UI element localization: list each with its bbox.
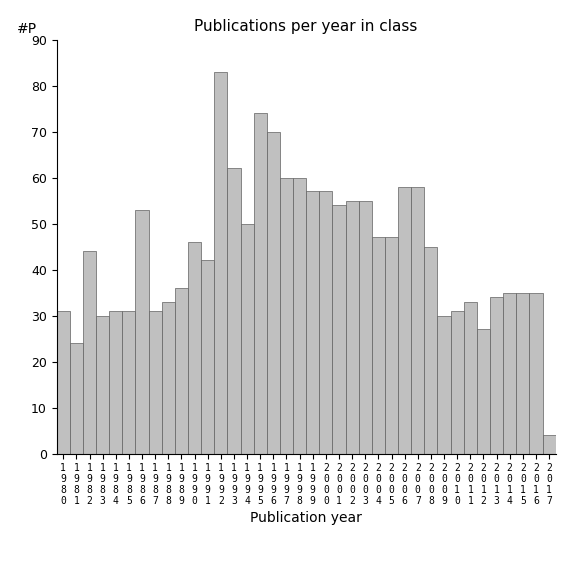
Bar	[385, 238, 398, 454]
Bar	[451, 311, 464, 454]
Bar	[267, 132, 280, 454]
Bar	[188, 242, 201, 454]
Bar	[122, 311, 136, 454]
Bar	[503, 293, 517, 454]
Bar	[280, 177, 293, 454]
Bar	[372, 238, 385, 454]
Bar	[293, 177, 306, 454]
Title: Publications per year in class: Publications per year in class	[194, 19, 418, 35]
Bar	[96, 316, 109, 454]
Bar	[214, 72, 227, 454]
Bar	[227, 168, 240, 454]
Bar	[517, 293, 530, 454]
Bar	[253, 113, 267, 454]
Bar	[201, 260, 214, 454]
Bar	[109, 311, 122, 454]
Bar	[464, 302, 477, 454]
Bar	[83, 251, 96, 454]
Bar	[149, 311, 162, 454]
Bar	[70, 343, 83, 454]
Bar	[490, 297, 503, 454]
Bar	[162, 302, 175, 454]
Text: #P: #P	[17, 22, 37, 36]
Bar	[319, 192, 332, 454]
Bar	[477, 329, 490, 454]
X-axis label: Publication year: Publication year	[250, 511, 362, 525]
Bar	[424, 247, 438, 454]
Bar	[136, 210, 149, 454]
Bar	[411, 187, 424, 454]
Bar	[530, 293, 543, 454]
Bar	[332, 205, 345, 454]
Bar	[57, 311, 70, 454]
Bar	[398, 187, 411, 454]
Bar	[359, 201, 372, 454]
Bar	[175, 288, 188, 454]
Bar	[543, 435, 556, 454]
Bar	[240, 223, 253, 454]
Bar	[438, 316, 451, 454]
Bar	[345, 201, 359, 454]
Bar	[306, 192, 319, 454]
